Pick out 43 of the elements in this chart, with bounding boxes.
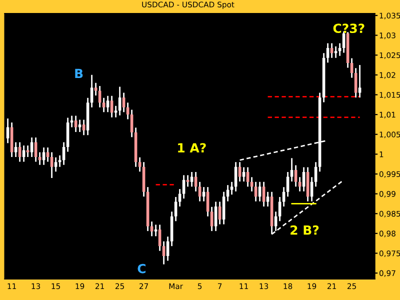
candlestick xyxy=(102,97,106,113)
candlestick xyxy=(174,196,178,222)
candlestick xyxy=(198,181,202,202)
candlestick xyxy=(246,166,250,188)
candlestick xyxy=(210,206,214,232)
candlestick xyxy=(230,181,234,196)
candlestick xyxy=(26,144,30,158)
candlestick xyxy=(138,156,142,172)
annotation: C xyxy=(138,264,146,274)
candlestick xyxy=(18,142,22,162)
candlestick xyxy=(22,144,26,162)
candlestick xyxy=(274,210,278,232)
candlestick xyxy=(258,181,262,202)
candlestick xyxy=(162,240,166,266)
candlestick xyxy=(350,58,354,78)
candlestick xyxy=(214,201,218,232)
candlestick xyxy=(110,95,114,118)
annotation: C?3? xyxy=(333,24,364,34)
candlestick xyxy=(46,146,50,162)
annotation: B xyxy=(75,68,83,78)
candlestick xyxy=(354,67,358,98)
candlestick xyxy=(42,146,46,166)
candlestick xyxy=(294,164,298,188)
candlestick xyxy=(58,154,62,168)
candlestick xyxy=(334,46,338,59)
candlestick xyxy=(122,92,126,113)
candlestick xyxy=(114,105,118,118)
candlestick xyxy=(358,64,362,98)
candlestick xyxy=(130,109,134,138)
candlestick xyxy=(254,181,258,202)
candlestick xyxy=(6,118,10,144)
annotation: 2 B? xyxy=(290,225,319,235)
candlestick xyxy=(242,166,246,182)
candlestick xyxy=(278,196,282,222)
candlestick xyxy=(154,224,158,237)
candlestick xyxy=(290,157,294,182)
candlestick xyxy=(326,42,330,64)
candlestick xyxy=(106,95,110,113)
candlestick xyxy=(54,156,58,172)
annotation: 1 A? xyxy=(178,143,206,152)
candlestick xyxy=(50,152,54,179)
candlestick xyxy=(70,115,74,128)
candlestick xyxy=(182,174,186,200)
